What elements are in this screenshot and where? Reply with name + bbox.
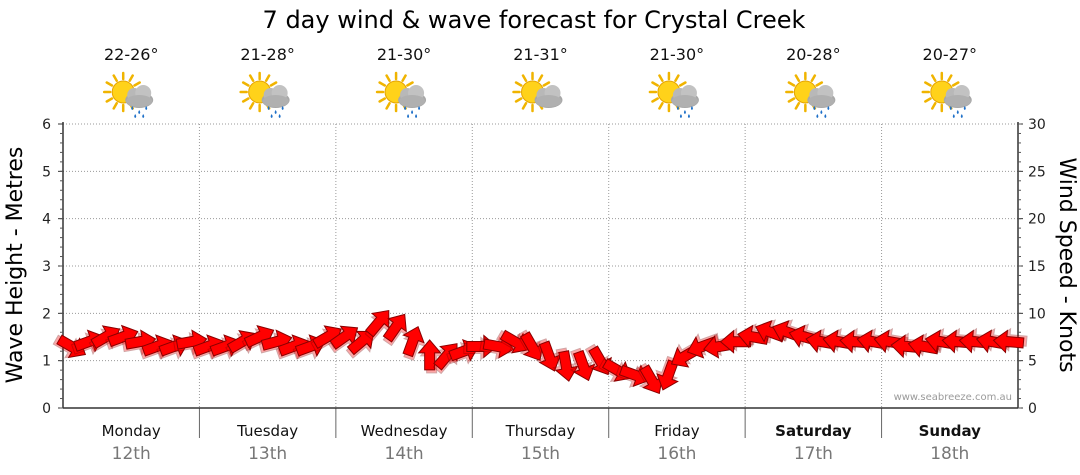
date-label: 15th [521, 444, 560, 464]
date-label: 13th [248, 444, 287, 464]
wind-arrow [345, 330, 375, 359]
day-label: Monday [102, 422, 161, 440]
weather-icon-row [102, 71, 972, 118]
day-labels: Monday 12th Tuesday 13th Wednesday 14th Thursd… [102, 422, 982, 464]
sun-cloud-rain-icon [239, 71, 290, 118]
right-tick-label: 0 [1028, 401, 1037, 417]
left-tick-label: 6 [42, 117, 51, 133]
sun-cloud-rain-icon [375, 71, 427, 118]
sun-cloud-rain-icon [648, 71, 699, 118]
right-tick-label: 5 [1028, 354, 1037, 370]
day-label: Wednesday [361, 422, 448, 440]
day-label: Saturday [775, 422, 852, 440]
date-label: 12th [112, 444, 151, 464]
temperature-label: 21-30° [377, 45, 432, 64]
left-tick-label: 3 [42, 259, 51, 275]
sun-cloud-icon [512, 71, 563, 113]
sun-cloud-rain-icon [921, 71, 972, 118]
right-tick-label: 25 [1028, 164, 1046, 180]
right-axis-title: Wind Speed - Knots [1054, 157, 1079, 372]
wind-arrow [402, 325, 426, 361]
left-tick-label: 5 [42, 164, 51, 180]
sun-cloud-rain-icon [102, 71, 154, 118]
wind-arrow [417, 339, 444, 374]
wind-arrow [382, 313, 407, 347]
chart-title: 7 day wind & wave forecast for Crystal C… [263, 6, 806, 34]
wind-arrow [569, 347, 596, 382]
right-tick-label: 15 [1028, 259, 1046, 275]
credit-text: www.seabreeze.com.au [894, 392, 1012, 403]
temperature-label: 21-31° [513, 45, 568, 64]
left-axis-title: Wave Height - Metres [3, 147, 28, 384]
left-tick-label: 2 [42, 306, 51, 322]
date-label: 18th [930, 444, 969, 464]
right-tick-label: 20 [1028, 212, 1046, 228]
left-tick-label: 0 [42, 401, 51, 417]
temperature-label: 21-28° [240, 45, 295, 64]
wind-arrow [535, 338, 562, 372]
left-tick-label: 4 [42, 212, 51, 228]
wind-arrow [992, 327, 1028, 354]
temperature-label: 20-28° [786, 45, 841, 64]
right-axis-ticks: 0 5 10 15 20 25 30 [1018, 117, 1046, 417]
date-label: 14th [385, 444, 424, 464]
temperature-label: 20-27° [923, 45, 978, 64]
date-label: 17th [794, 444, 833, 464]
wind-arrow [552, 347, 579, 382]
right-tick-label: 30 [1028, 117, 1046, 133]
wind-arrow [496, 329, 530, 354]
day-separators [198, 408, 883, 438]
temperature-row: 22-26° 21-28° 21-30° 21-31° 21-30° 20-28° 20-2… [104, 45, 977, 64]
date-label: 16th [657, 444, 696, 464]
left-axis-ticks: 0 1 2 3 4 5 6 [42, 117, 63, 417]
day-label: Friday [654, 422, 700, 440]
temperature-label: 22-26° [104, 45, 159, 64]
grid [63, 123, 1018, 408]
sun-cloud-rain-icon [785, 71, 836, 118]
temperature-label: 21-30° [650, 45, 705, 64]
day-label: Thursday [505, 422, 576, 440]
right-tick-label: 10 [1028, 306, 1046, 322]
left-tick-label: 1 [42, 354, 51, 370]
wind-arrow [516, 329, 544, 361]
wind-arrow [52, 334, 87, 359]
day-label: Tuesday [236, 422, 298, 440]
wind-arrow-series [52, 309, 1028, 395]
day-label: Sunday [919, 422, 982, 440]
